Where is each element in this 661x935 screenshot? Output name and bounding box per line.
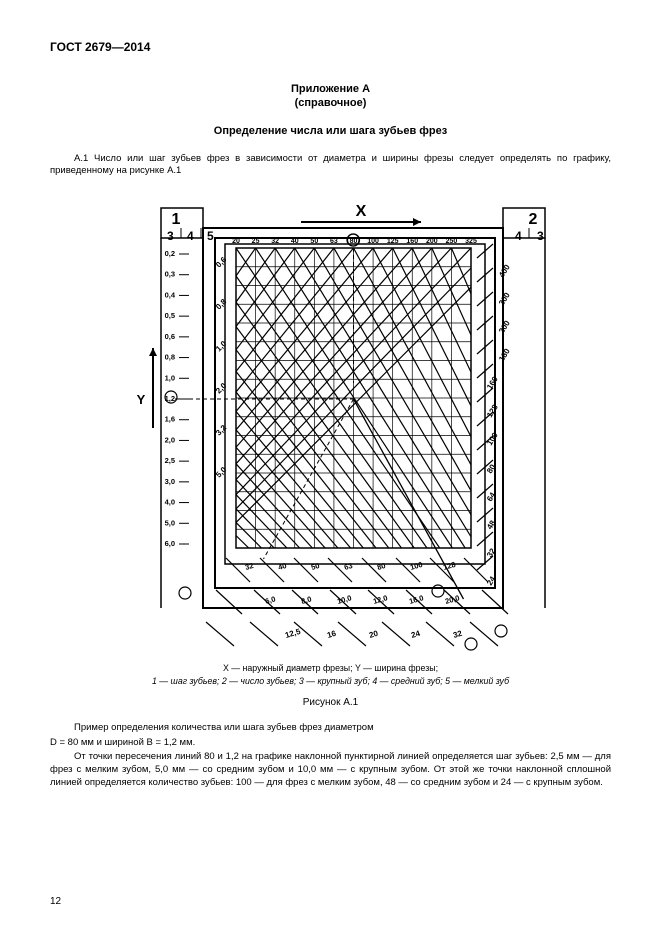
svg-text:300: 300 xyxy=(497,291,512,308)
svg-text:32: 32 xyxy=(271,238,279,245)
svg-text:12,5: 12,5 xyxy=(284,627,302,640)
svg-text:6,0: 6,0 xyxy=(164,539,174,548)
annex-title: Приложение А (справочное) xyxy=(50,82,611,111)
intro-text: А.1 Число или шаг зубьев фрез в зависимо… xyxy=(50,153,611,179)
page-number: 12 xyxy=(50,896,61,907)
annex-line1: Приложение А xyxy=(291,83,370,95)
svg-text:3: 3 xyxy=(537,229,544,243)
svg-text:X: X xyxy=(355,203,366,220)
figure-legend: X — наружный диаметр фрезы; Y — ширина ф… xyxy=(101,662,561,687)
svg-text:0,8: 0,8 xyxy=(214,297,229,312)
svg-text:1,2: 1,2 xyxy=(164,394,174,403)
svg-text:50: 50 xyxy=(310,238,318,245)
svg-text:180: 180 xyxy=(497,347,512,364)
svg-text:160: 160 xyxy=(406,238,418,245)
legend-items: 1 — шаг зубьев; 2 — число зубьев; 3 — кр… xyxy=(152,676,509,686)
svg-text:1,0: 1,0 xyxy=(164,374,174,383)
svg-text:4: 4 xyxy=(515,229,522,243)
svg-text:100: 100 xyxy=(367,238,379,245)
svg-text:325: 325 xyxy=(465,238,477,245)
svg-text:80: 80 xyxy=(376,561,387,572)
svg-text:Y: Y xyxy=(136,392,145,407)
svg-text:4,0: 4,0 xyxy=(164,498,174,507)
svg-text:2: 2 xyxy=(528,211,537,228)
svg-text:0,3: 0,3 xyxy=(164,270,174,279)
svg-text:20: 20 xyxy=(232,238,240,245)
svg-text:200: 200 xyxy=(497,319,512,336)
svg-text:200: 200 xyxy=(425,238,437,245)
svg-text:0,6: 0,6 xyxy=(164,332,174,341)
svg-text:12,0: 12,0 xyxy=(372,593,389,606)
doc-title: Определение числа или шага зубьев фрез xyxy=(50,125,611,137)
svg-text:20: 20 xyxy=(368,629,380,640)
svg-text:128: 128 xyxy=(442,560,457,572)
svg-text:0,4: 0,4 xyxy=(164,291,175,300)
svg-text:1,0: 1,0 xyxy=(214,339,229,354)
svg-text:80: 80 xyxy=(349,238,357,245)
svg-text:100: 100 xyxy=(409,560,424,572)
svg-text:3,0: 3,0 xyxy=(164,477,174,486)
svg-text:40: 40 xyxy=(290,238,298,245)
svg-text:63: 63 xyxy=(343,561,354,572)
svg-text:20,0: 20,0 xyxy=(444,593,461,606)
svg-text:32: 32 xyxy=(452,629,464,640)
explain-p1: Пример определения количества или шага з… xyxy=(50,722,611,735)
svg-text:1,6: 1,6 xyxy=(164,415,174,424)
svg-text:25: 25 xyxy=(251,238,259,245)
legend-axes: X — наружный диаметр фрезы; Y — ширина ф… xyxy=(223,663,438,673)
svg-text:2,0: 2,0 xyxy=(164,436,174,445)
svg-text:50: 50 xyxy=(310,561,321,572)
svg-text:0,5: 0,5 xyxy=(164,311,174,320)
svg-text:40: 40 xyxy=(277,561,288,572)
svg-text:24: 24 xyxy=(410,629,422,640)
svg-text:400: 400 xyxy=(497,263,512,280)
svg-text:250: 250 xyxy=(445,238,457,245)
explain-p3: От точки пересечения линий 80 и 1,2 на г… xyxy=(50,751,611,789)
annex-line2: (справочное) xyxy=(295,97,367,109)
svg-text:5: 5 xyxy=(207,229,214,243)
svg-text:3,2: 3,2 xyxy=(214,423,229,438)
svg-text:6,0: 6,0 xyxy=(264,595,277,607)
svg-text:8,0: 8,0 xyxy=(300,595,313,607)
figure-label: Рисунок А.1 xyxy=(101,697,561,708)
svg-text:5,0: 5,0 xyxy=(214,465,229,480)
doc-header: ГОСТ 2679—2014 xyxy=(50,40,611,54)
svg-text:32: 32 xyxy=(244,561,255,572)
svg-text:2,5: 2,5 xyxy=(164,456,174,465)
svg-text:63: 63 xyxy=(330,238,338,245)
svg-text:0,2: 0,2 xyxy=(164,249,174,258)
explanation: Пример определения количества или шага з… xyxy=(50,722,611,790)
svg-text:3: 3 xyxy=(167,229,174,243)
svg-text:10,0: 10,0 xyxy=(336,593,353,606)
svg-text:100: 100 xyxy=(485,431,500,448)
svg-text:0,8: 0,8 xyxy=(164,353,174,362)
svg-text:125: 125 xyxy=(386,238,398,245)
svg-text:4: 4 xyxy=(187,229,194,243)
svg-text:0,6: 0,6 xyxy=(214,255,229,270)
svg-text:16,0: 16,0 xyxy=(408,593,425,606)
svg-text:16: 16 xyxy=(326,629,338,640)
svg-text:2,0: 2,0 xyxy=(214,381,229,396)
nomograph-figure: 1345243XY2025324050638010012516020025032… xyxy=(101,188,561,658)
svg-text:5,0: 5,0 xyxy=(164,519,174,528)
explain-p2: D = 80 мм и шириной B = 1,2 мм. xyxy=(50,737,611,750)
svg-text:1: 1 xyxy=(171,211,180,228)
